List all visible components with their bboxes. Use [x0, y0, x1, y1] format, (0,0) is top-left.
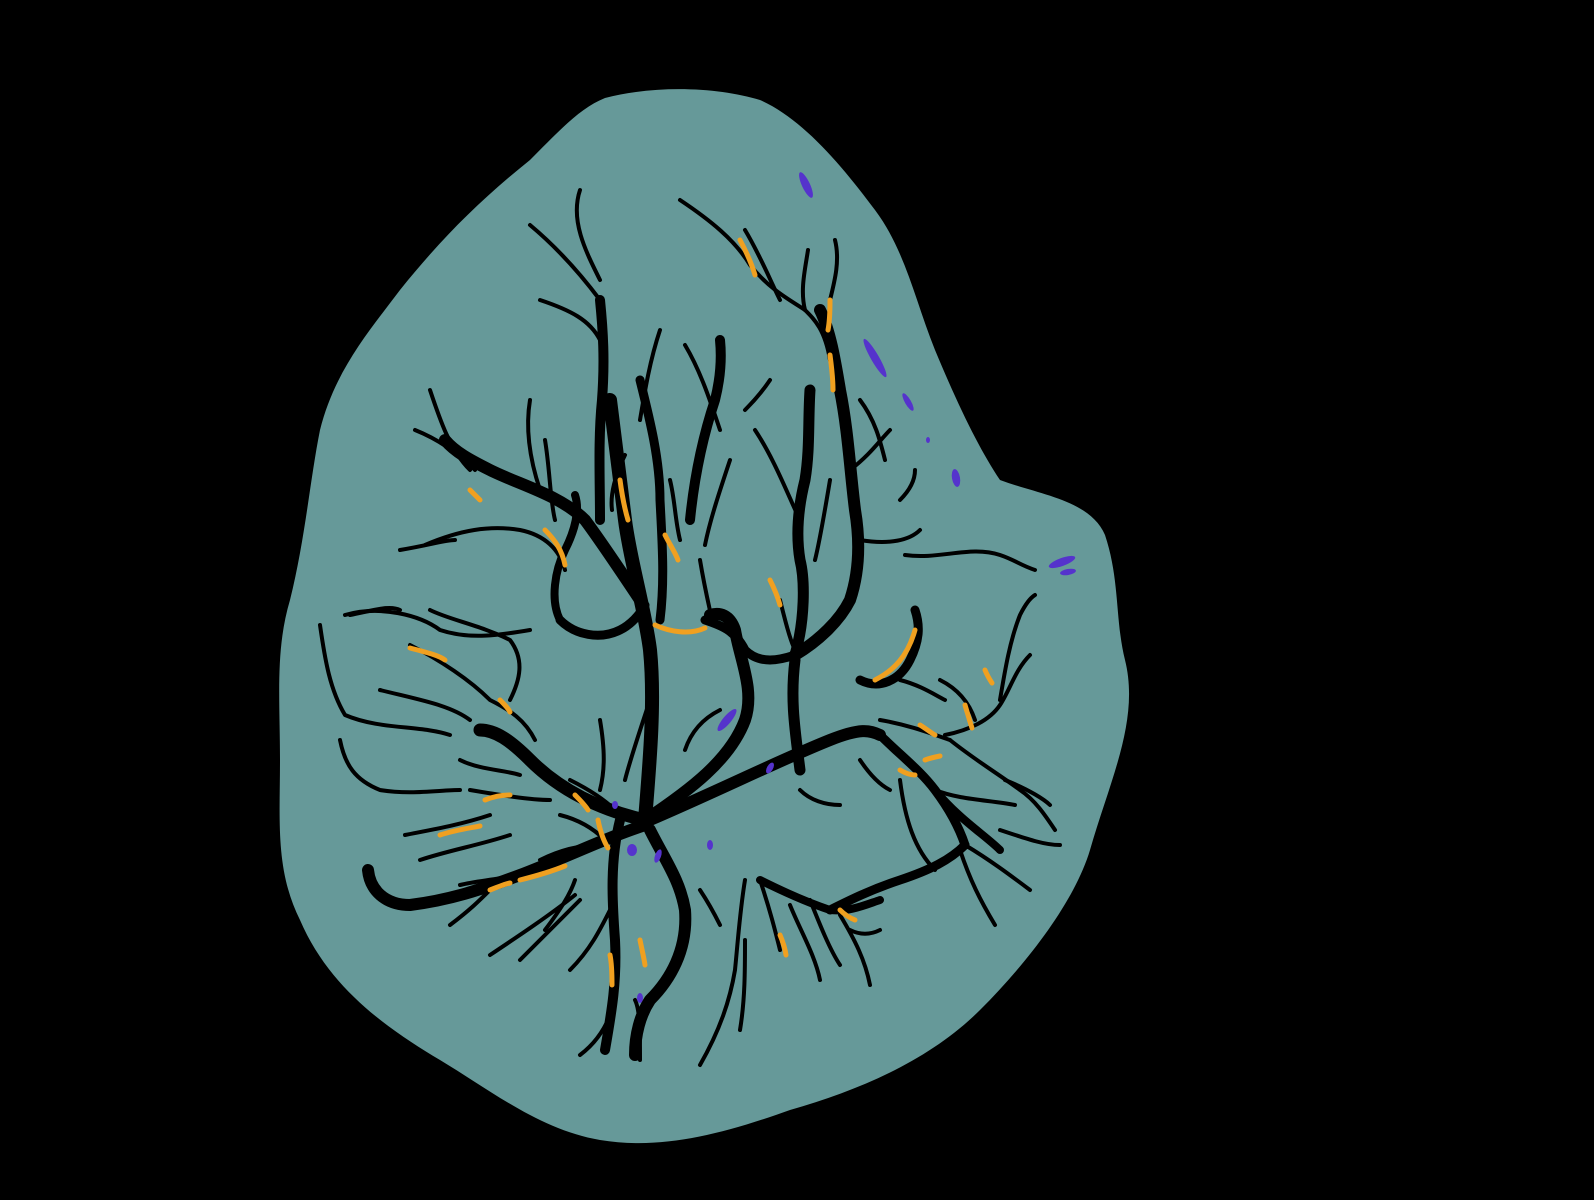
vessel-branches: [318, 188, 1062, 1067]
orange-highlights: [407, 237, 995, 988]
blue-highlights: [612, 172, 1076, 1003]
